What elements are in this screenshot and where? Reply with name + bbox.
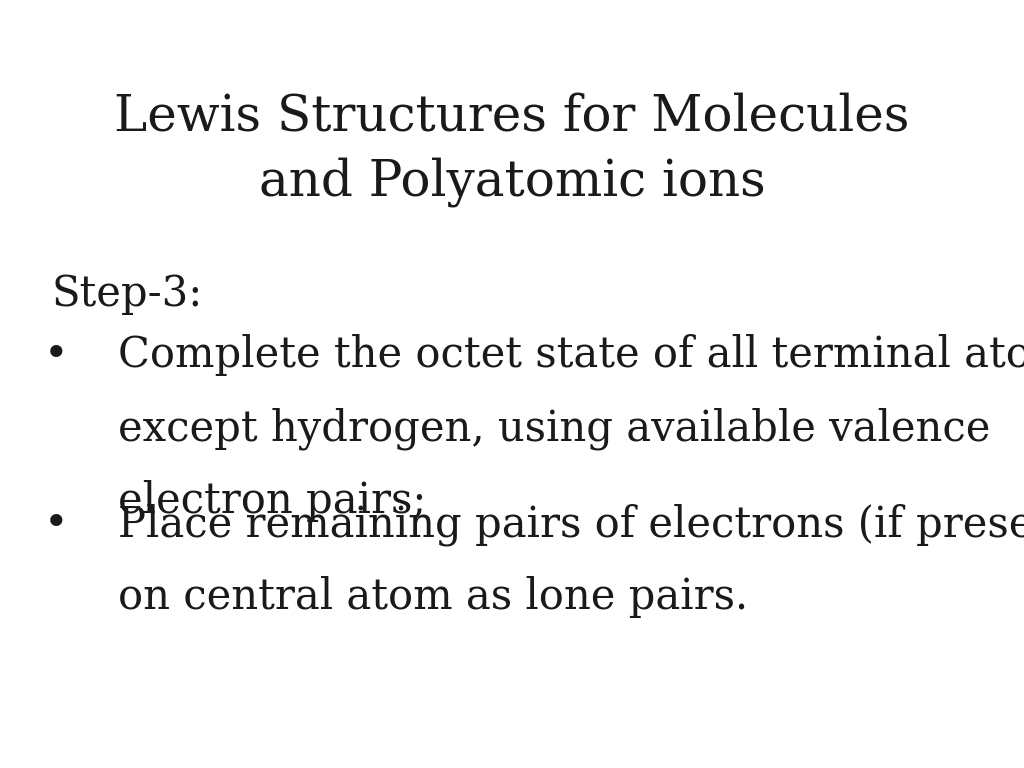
Text: •: • — [44, 503, 69, 545]
Text: electron pairs;: electron pairs; — [118, 480, 426, 522]
Text: Lewis Structures for Molecules
and Polyatomic ions: Lewis Structures for Molecules and Polya… — [115, 92, 909, 207]
Text: except hydrogen, using available valence: except hydrogen, using available valence — [118, 407, 990, 449]
Text: Step-3:: Step-3: — [51, 273, 203, 315]
Text: on central atom as lone pairs.: on central atom as lone pairs. — [118, 576, 748, 618]
Text: •: • — [44, 334, 69, 376]
Text: Place remaining pairs of electrons (if present): Place remaining pairs of electrons (if p… — [118, 503, 1024, 545]
Text: Complete the octet state of all terminal atoms,: Complete the octet state of all terminal… — [118, 334, 1024, 376]
